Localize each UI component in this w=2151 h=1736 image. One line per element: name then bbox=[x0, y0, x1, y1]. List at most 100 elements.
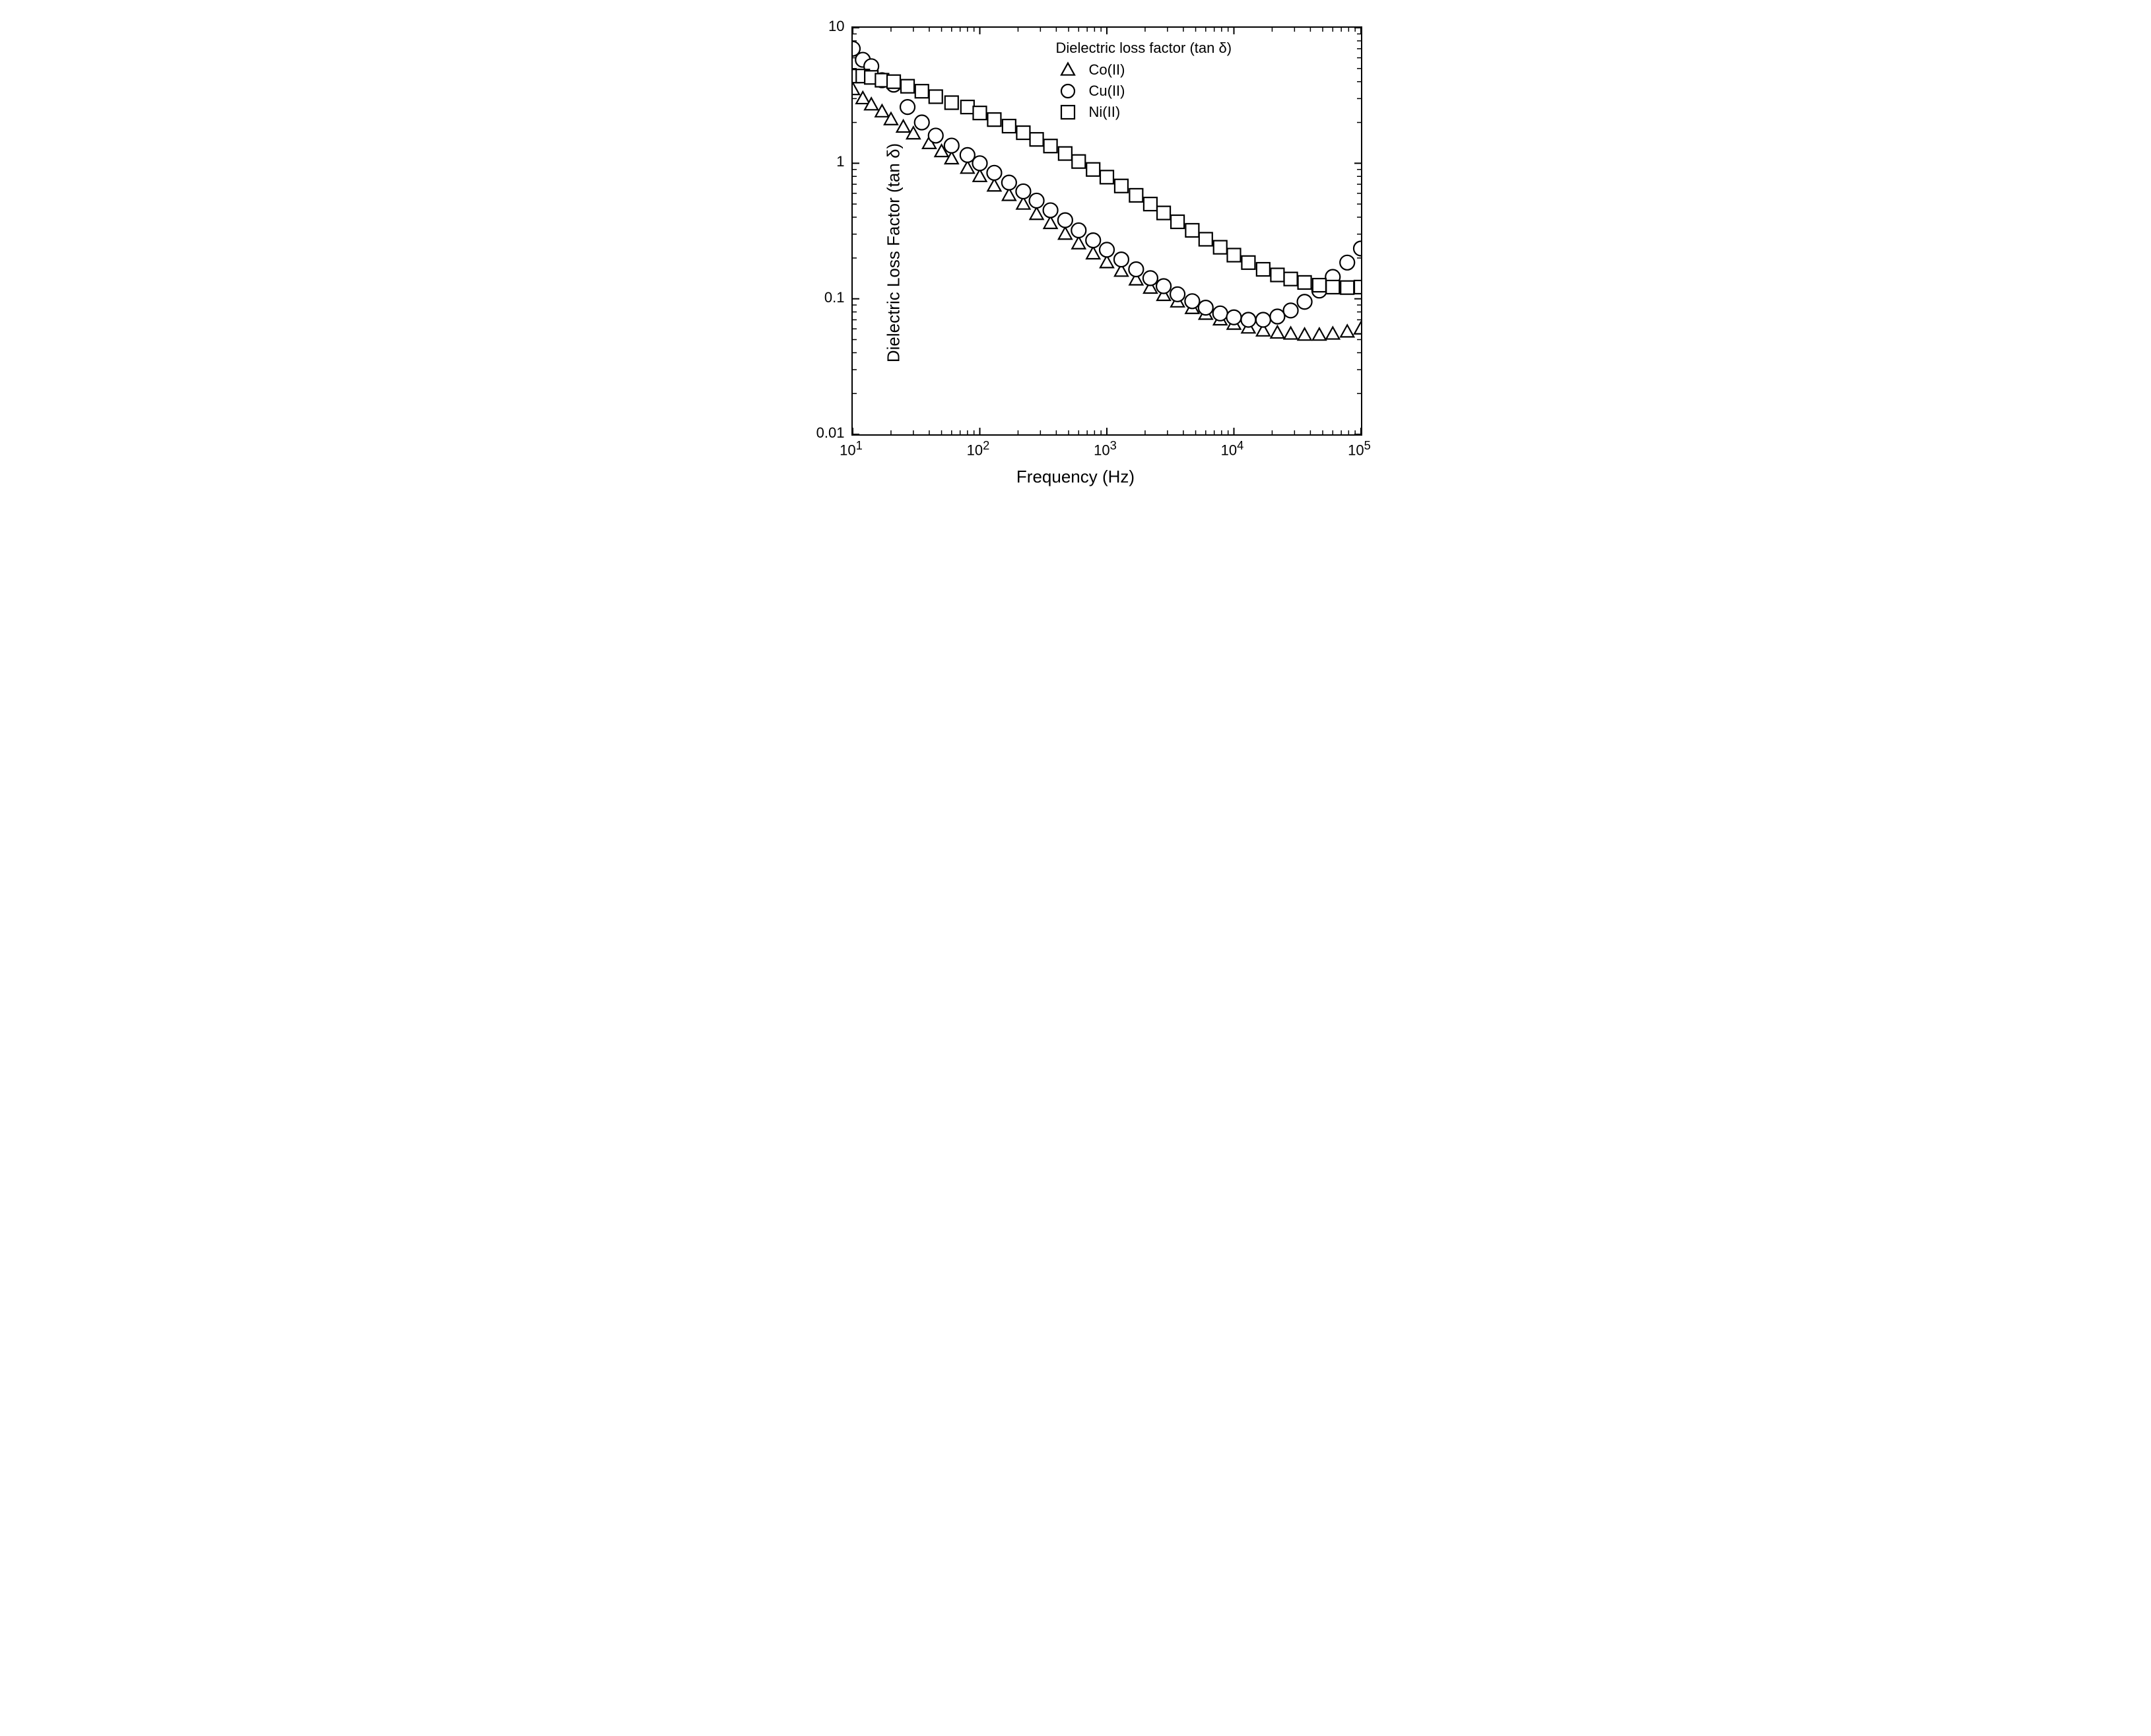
x-tick-label: 104 bbox=[1221, 438, 1244, 459]
data-point bbox=[1058, 227, 1071, 239]
data-point bbox=[1086, 247, 1100, 259]
data-point bbox=[1199, 232, 1212, 246]
chart-container: Dielectric loss factor (tan δ) Co(II) Cu(… bbox=[779, 13, 1373, 492]
data-point bbox=[1198, 300, 1212, 315]
data-point bbox=[944, 139, 958, 153]
x-tick-label: 105 bbox=[1348, 438, 1371, 459]
data-point bbox=[1157, 207, 1170, 220]
data-point bbox=[1170, 287, 1185, 302]
x-axis-label: Frequency (Hz) bbox=[1016, 467, 1135, 487]
data-point bbox=[1340, 281, 1354, 294]
data-point bbox=[1171, 215, 1184, 228]
data-point bbox=[1129, 189, 1142, 202]
data-point bbox=[987, 113, 1001, 126]
data-point bbox=[1284, 327, 1297, 339]
y-tick-label: 10 bbox=[828, 18, 844, 35]
data-point bbox=[1043, 203, 1057, 218]
data-point bbox=[1213, 241, 1226, 254]
data-point bbox=[1255, 312, 1270, 327]
data-point bbox=[1156, 279, 1171, 293]
data-point bbox=[987, 166, 1001, 180]
data-point bbox=[1086, 163, 1100, 176]
legend: Dielectric loss factor (tan δ) Co(II) Cu(… bbox=[1056, 40, 1232, 121]
data-point bbox=[1114, 180, 1127, 193]
data-point bbox=[972, 156, 987, 170]
data-point bbox=[1030, 133, 1043, 146]
data-point bbox=[1057, 213, 1072, 228]
data-point bbox=[1113, 252, 1128, 267]
data-point bbox=[1241, 256, 1255, 269]
data-point bbox=[1043, 139, 1057, 152]
y-tick-label: 0.01 bbox=[816, 424, 845, 442]
data-point bbox=[1086, 233, 1100, 248]
data-point bbox=[1298, 328, 1311, 340]
data-point bbox=[1001, 176, 1016, 190]
legend-label: Ni(II) bbox=[1089, 104, 1121, 121]
data-point bbox=[1002, 119, 1015, 133]
legend-marker-circle bbox=[1056, 82, 1080, 100]
data-point bbox=[853, 83, 859, 94]
data-point bbox=[1354, 281, 1361, 294]
data-point bbox=[1072, 237, 1085, 249]
data-point bbox=[1043, 217, 1057, 228]
data-point bbox=[1312, 279, 1325, 292]
data-point bbox=[1071, 223, 1086, 238]
data-point bbox=[896, 120, 910, 132]
data-point bbox=[915, 84, 928, 98]
legend-item: Ni(II) bbox=[1056, 103, 1232, 121]
data-point bbox=[1326, 327, 1339, 339]
data-point bbox=[1030, 207, 1043, 219]
data-point bbox=[901, 80, 914, 93]
data-point bbox=[1312, 328, 1325, 340]
data-point bbox=[1283, 303, 1298, 317]
data-point bbox=[1271, 326, 1284, 338]
data-point bbox=[900, 100, 915, 114]
data-point bbox=[1143, 197, 1156, 211]
x-tick-label: 102 bbox=[967, 438, 990, 459]
data-point bbox=[1227, 249, 1240, 262]
data-point bbox=[1212, 306, 1227, 321]
data-point bbox=[875, 105, 888, 117]
data-point bbox=[929, 90, 942, 103]
data-point bbox=[887, 75, 900, 88]
data-point bbox=[1271, 269, 1284, 282]
data-point bbox=[1129, 262, 1143, 277]
legend-label: Co(II) bbox=[1089, 61, 1125, 79]
data-point bbox=[1270, 310, 1284, 324]
data-point bbox=[973, 106, 986, 119]
data-point bbox=[1100, 242, 1114, 257]
data-point bbox=[1029, 193, 1043, 208]
y-tick-label: 1 bbox=[836, 153, 844, 170]
data-point bbox=[973, 170, 986, 182]
data-point bbox=[1298, 276, 1311, 289]
data-point bbox=[1016, 184, 1030, 199]
legend-marker-square bbox=[1056, 103, 1080, 121]
data-point bbox=[1072, 155, 1085, 168]
data-point bbox=[1326, 281, 1339, 294]
legend-marker-triangle bbox=[1056, 61, 1080, 79]
y-axis-label: Dielectric Loss Factor (tan δ) bbox=[883, 143, 904, 362]
data-point bbox=[914, 116, 929, 130]
data-point bbox=[1340, 255, 1354, 270]
plot-area: Dielectric loss factor (tan δ) Co(II) Cu(… bbox=[851, 26, 1362, 436]
data-point bbox=[1058, 147, 1071, 160]
data-point bbox=[1284, 273, 1297, 286]
data-point bbox=[1297, 294, 1311, 309]
data-point bbox=[944, 96, 958, 110]
y-tick-label: 0.1 bbox=[824, 289, 845, 306]
legend-title: Dielectric loss factor (tan δ) bbox=[1056, 40, 1232, 57]
data-point bbox=[1016, 126, 1030, 139]
data-point bbox=[1256, 263, 1269, 276]
legend-item: Cu(II) bbox=[1056, 82, 1232, 100]
data-point bbox=[1185, 294, 1199, 308]
data-point bbox=[1340, 325, 1354, 337]
legend-label: Cu(II) bbox=[1089, 83, 1125, 100]
x-tick-label: 103 bbox=[1094, 438, 1117, 459]
data-point bbox=[1241, 312, 1255, 327]
data-point bbox=[1185, 224, 1199, 237]
data-point bbox=[1354, 322, 1361, 334]
data-point bbox=[928, 128, 943, 143]
data-point bbox=[987, 179, 1001, 191]
data-point bbox=[1354, 241, 1361, 255]
legend-item: Co(II) bbox=[1056, 61, 1232, 79]
